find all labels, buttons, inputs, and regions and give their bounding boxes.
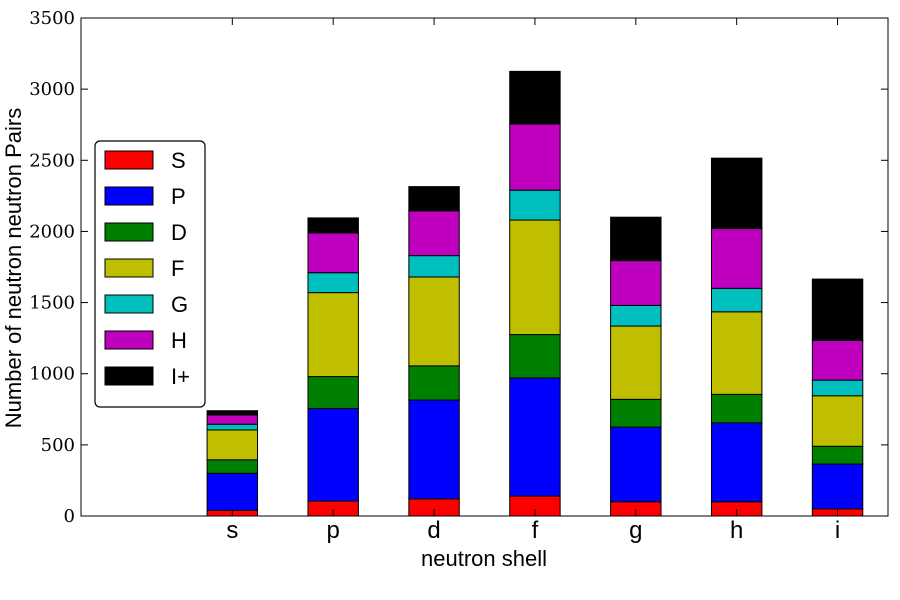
- x-tick-label-f: f: [532, 517, 539, 544]
- bar-i-g: [811, 379, 864, 397]
- y-tick-label: 1500: [29, 293, 75, 314]
- legend-swatch-f: [104, 258, 154, 278]
- plot-frame: [80, 17, 889, 517]
- x-tick-label-g: g: [629, 517, 642, 544]
- bar-g-h: [610, 260, 662, 306]
- bar-d-h: [408, 210, 460, 257]
- bar-g-f: [610, 325, 662, 400]
- bar-s-g: [206, 423, 259, 431]
- bar-s-h: [206, 414, 259, 425]
- legend-swatch-iplus: [104, 366, 154, 386]
- x-axis-title: neutron shell: [421, 546, 547, 571]
- bar-g-iplus: [610, 216, 662, 262]
- bar-h-f: [710, 311, 763, 395]
- bar-p-p: [307, 408, 359, 502]
- bar-f-g: [509, 189, 561, 221]
- bar-d-iplus: [408, 186, 460, 212]
- bar-i-p: [811, 463, 864, 510]
- legend-swatch-h: [104, 330, 154, 350]
- legend-swatch-d: [104, 222, 154, 242]
- bar-f-iplus: [509, 70, 561, 125]
- bar-h-d: [710, 393, 763, 424]
- bar-f-h: [509, 123, 561, 191]
- y-tick-label: 500: [41, 435, 75, 456]
- bar-p-f: [307, 292, 359, 378]
- bar-d-f: [408, 276, 460, 367]
- bar-s-p: [206, 472, 259, 511]
- bar-d-p: [408, 399, 460, 500]
- bar-g-d: [610, 398, 662, 428]
- bars-layer: [206, 70, 864, 517]
- bar-s-f: [206, 429, 259, 461]
- x-tick-label-i: i: [835, 517, 840, 544]
- axes-layer: 0 500 1000 1500 2000 2500 3000 3500 s p d f g h i: [29, 8, 889, 544]
- bar-d-g: [408, 255, 460, 278]
- bar-i-iplus: [811, 278, 864, 341]
- bar-p-iplus: [307, 217, 359, 234]
- legend-swatch-g: [104, 294, 154, 314]
- legend-swatch-p: [104, 186, 154, 206]
- bar-p-g: [307, 272, 359, 294]
- bar-f-f: [509, 219, 561, 336]
- bar-i-d: [811, 445, 864, 465]
- y-tick-label: 3000: [29, 79, 75, 100]
- bar-f-d: [509, 334, 561, 379]
- bar-d-d: [408, 365, 460, 401]
- bar-h-h: [710, 228, 763, 289]
- bar-s-iplus: [206, 410, 259, 416]
- bar-p-h: [307, 232, 359, 274]
- bar-p-d: [307, 376, 359, 410]
- bar-i-f: [811, 395, 864, 447]
- bar-h-iplus: [710, 157, 763, 230]
- bar-f-p: [509, 377, 561, 497]
- x-tick-label-h: h: [730, 517, 743, 544]
- x-tick-label-s: s: [226, 517, 238, 544]
- bar-h-p: [710, 422, 763, 503]
- y-tick-label: 2500: [29, 150, 75, 171]
- x-tick-label-p: p: [327, 517, 340, 544]
- bar-s-d: [206, 459, 259, 474]
- y-tick-label: 2000: [29, 221, 75, 242]
- y-tick-label: 1000: [29, 364, 75, 385]
- y-tick-label: 3500: [29, 8, 75, 29]
- legend-label-iplus: I+: [171, 364, 190, 389]
- y-axis-title: Number of neutron neutron Pairs: [1, 108, 26, 428]
- bar-g-p: [610, 426, 662, 503]
- y-tick-label: 0: [64, 506, 75, 527]
- bar-g-g: [610, 304, 662, 327]
- legend-label-s: S: [171, 148, 186, 173]
- legend-label-g: G: [171, 292, 188, 317]
- legend-label-d: D: [171, 220, 187, 245]
- x-tick-label-d: d: [427, 517, 440, 544]
- legend-label-h: H: [171, 328, 187, 353]
- legend-swatch-s: [104, 150, 154, 170]
- legend-label-f: F: [171, 256, 184, 281]
- bar-i-h: [811, 339, 864, 381]
- bar-h-g: [710, 287, 763, 313]
- legend-label-p: P: [171, 184, 186, 209]
